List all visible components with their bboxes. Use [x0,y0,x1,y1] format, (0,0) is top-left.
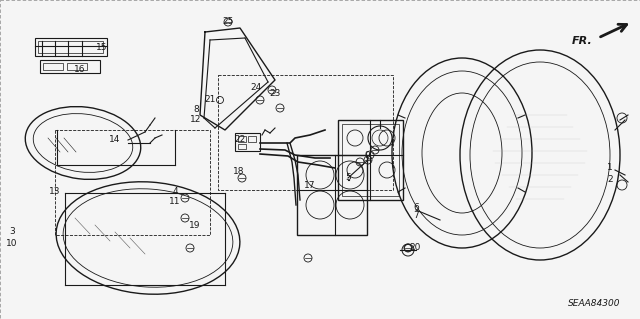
Text: 21: 21 [204,94,216,103]
Text: 24: 24 [250,83,262,92]
Text: 20: 20 [410,243,420,253]
Text: FR.: FR. [572,36,593,46]
Text: 13: 13 [49,188,61,197]
Bar [338,120,403,200]
Text: 5: 5 [345,174,351,182]
Text: 11: 11 [169,197,180,206]
Text: SEAA84300: SEAA84300 [568,299,620,308]
Text: 3: 3 [9,227,15,236]
Text: 6: 6 [413,203,419,211]
Text: 10: 10 [6,240,18,249]
Bar [238,144,246,149]
Bar [235,133,260,151]
Bar [38,41,103,53]
Bar [218,75,393,190]
Text: 12: 12 [190,115,202,124]
Bar [43,63,63,70]
Bar [55,130,210,235]
Bar [35,38,107,56]
Text: 2: 2 [607,175,613,184]
Bar [40,60,100,73]
Text: 19: 19 [189,220,201,229]
Text: 23: 23 [269,88,281,98]
Text: 7: 7 [413,211,419,220]
Text: 22: 22 [234,135,246,144]
Text: 16: 16 [74,64,86,73]
Text: 1: 1 [607,164,613,173]
Text: 8: 8 [193,106,199,115]
Bar [67,63,87,70]
Text: 4: 4 [172,188,178,197]
Bar [342,124,399,196]
Text: 25: 25 [222,18,234,26]
Bar [297,155,367,235]
Bar [248,136,256,142]
Bar [238,136,246,142]
Text: 15: 15 [96,43,108,53]
Text: 14: 14 [109,136,121,145]
Text: 18: 18 [233,167,244,175]
Text: 17: 17 [304,181,316,189]
Text: 9: 9 [364,151,370,160]
